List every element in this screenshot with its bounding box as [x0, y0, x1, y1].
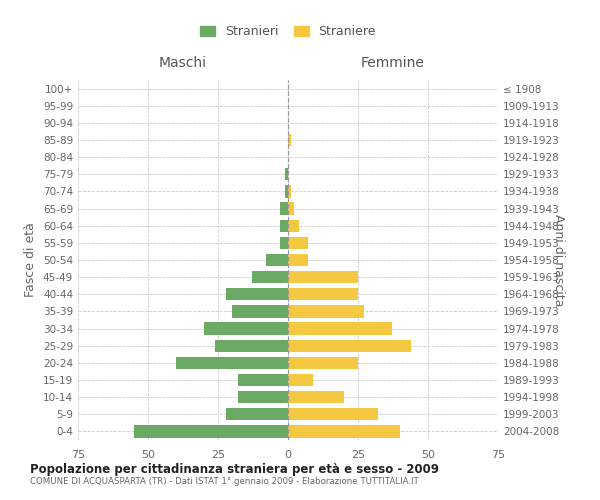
Bar: [288, 254, 308, 266]
Bar: [288, 134, 291, 146]
Bar: [288, 306, 364, 318]
Bar: [266, 254, 288, 266]
Bar: [280, 220, 288, 232]
Bar: [288, 202, 293, 214]
Text: Maschi: Maschi: [159, 56, 207, 70]
Bar: [288, 391, 344, 404]
Bar: [215, 340, 288, 352]
Bar: [288, 356, 358, 369]
Text: Femmine: Femmine: [361, 56, 425, 70]
Bar: [226, 288, 288, 300]
Bar: [134, 426, 288, 438]
Text: Popolazione per cittadinanza straniera per età e sesso - 2009: Popolazione per cittadinanza straniera p…: [30, 462, 439, 475]
Y-axis label: Fasce di età: Fasce di età: [25, 222, 37, 298]
Bar: [226, 408, 288, 420]
Bar: [176, 356, 288, 369]
Bar: [288, 288, 358, 300]
Bar: [251, 271, 288, 283]
Bar: [285, 168, 288, 180]
Bar: [288, 186, 291, 198]
Bar: [288, 236, 308, 249]
Bar: [238, 391, 288, 404]
Bar: [288, 340, 411, 352]
Bar: [238, 374, 288, 386]
Bar: [280, 236, 288, 249]
Bar: [288, 271, 358, 283]
Bar: [285, 186, 288, 198]
Bar: [288, 220, 299, 232]
Bar: [288, 374, 313, 386]
Bar: [288, 322, 392, 334]
Bar: [232, 306, 288, 318]
Legend: Stranieri, Straniere: Stranieri, Straniere: [196, 22, 380, 42]
Bar: [280, 202, 288, 214]
Bar: [288, 426, 400, 438]
Bar: [204, 322, 288, 334]
Text: COMUNE DI ACQUASPARTA (TR) - Dati ISTAT 1° gennaio 2009 - Elaborazione TUTTITALI: COMUNE DI ACQUASPARTA (TR) - Dati ISTAT …: [30, 478, 419, 486]
Bar: [288, 408, 377, 420]
Y-axis label: Anni di nascita: Anni di nascita: [552, 214, 565, 306]
